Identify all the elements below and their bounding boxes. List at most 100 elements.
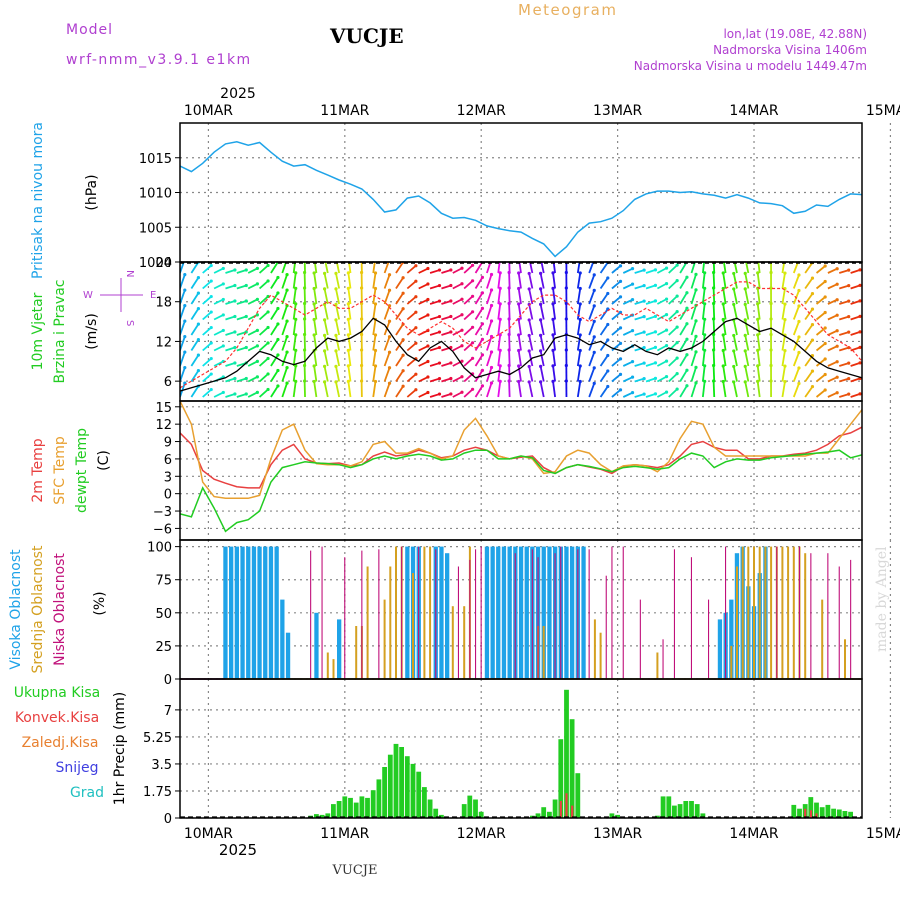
watermark: made by Angel [874,546,890,652]
wind-arrow-head [285,381,288,384]
wind-arrow [669,312,677,320]
wind-arrow-head [744,334,747,337]
wind-arrow-head [712,255,715,258]
bottom-date-label: 14MAR [729,826,778,842]
wind-arrow-head [471,295,474,298]
total-precip-bar [377,779,382,818]
wind-arrow-head [508,255,511,258]
wind-arrow-head [685,384,688,387]
wind-arrow [817,328,826,335]
wind-arrow [314,366,316,382]
wind-arrow [282,337,287,351]
wind-arrow-head [276,291,279,294]
wind-arrow-head [811,277,814,280]
wind-arrow [294,366,296,382]
total-precip-bar [473,800,478,819]
wind-arrow [578,335,580,350]
wind-arrow-head [528,380,531,383]
wind-arrow [314,257,316,273]
low-cloud-bar [560,547,561,679]
top-year: 2025 [220,86,256,102]
wind-arrow-head [824,295,827,298]
wind-arrow [714,366,715,382]
wind-arrow [498,350,500,366]
total-precip-bar [541,807,546,818]
top-date-labels: 10MAR11MAR12MAR13MAR14MAR15MAR [184,103,900,119]
wind-arrow [692,259,696,273]
wind-arrow-head [426,282,429,285]
wind-arrow-head [460,329,463,332]
wind-arrow-head [811,370,814,373]
wind-arrow [373,273,375,289]
wind-arrow-head [323,272,326,275]
wind-arrow [464,327,472,335]
bottom-date-label: 13MAR [593,826,642,842]
wind-arrow [745,258,748,273]
wind-arrow-head [847,269,850,272]
wind-arrow [692,274,696,288]
temp-ylabel-2m: 2m Temp [30,438,46,502]
total-precip-bar [388,755,393,818]
wind-arrow-head [539,287,542,290]
wind-arrow-head [619,280,622,283]
wind-arrow [260,265,268,273]
wind-arrow [529,258,532,273]
wind-arrow-head [183,258,186,261]
wind-arrow-head [824,357,827,360]
wind-arrow-head [665,375,668,378]
wind-arrow-head [197,292,200,295]
mid-cloud-bar [543,626,545,679]
wind-arrow [282,368,287,382]
wind-arrow-head [471,388,474,391]
wind-arrow-head [593,335,596,338]
wind-arrow [336,335,339,350]
panel-frame [180,401,862,540]
high-cloud-bar [508,547,512,679]
wind-arrow-head [606,385,609,388]
wind-arrow [680,370,687,381]
wind-arrow-head [222,282,225,285]
wind-arrow [519,288,521,304]
wind-arrow-head [824,388,827,391]
wind-arrow-head [769,255,772,258]
wind-arrow-head [323,318,326,321]
wind-arrow-head [744,272,747,275]
total-precip-bar [411,764,416,818]
ytick-label: 5.25 [143,731,172,746]
wind-arrow-head [847,300,850,303]
wind-arrow-head [449,268,452,271]
ytick-label: 100 [147,541,172,556]
wind-arrow-head [676,295,679,298]
legend-frozen-precip: Zaledj.Kisa [22,735,99,751]
wind-arrow-head [756,256,759,259]
wind-arrow [782,273,785,288]
ytick-label: 12 [155,335,172,350]
wind-arrow [692,383,696,397]
wind-arrow [734,258,737,273]
wind-arrow [498,335,500,351]
wind-arrow-head [783,318,786,321]
wind-arrow-head [401,385,404,388]
wind-arrow-head [797,273,800,276]
wind-arrow [782,335,785,350]
legend-graupel: Grad [70,785,104,801]
ytick-label: 1005 [139,221,172,236]
wind-arrow-head [401,369,404,372]
low-cloud-bar [538,557,539,679]
wind-arrow-head [481,369,484,372]
wind-arrow-head [654,284,657,287]
wind-arrow [745,335,748,350]
wind-arrow [782,289,785,304]
wind-arrow-head [449,377,452,380]
high-cloud-bar [252,547,256,679]
wind-arrow-head [426,344,429,347]
wind-arrow [745,382,748,397]
wind-arrow-head [285,273,288,276]
wind-arrow-head [222,313,225,316]
wind-arrow [203,312,211,319]
wind-arrow-head [266,388,269,391]
wind-arrow-head [539,349,542,352]
model-label: Model [66,22,113,38]
wind-arrow-head [643,361,646,364]
